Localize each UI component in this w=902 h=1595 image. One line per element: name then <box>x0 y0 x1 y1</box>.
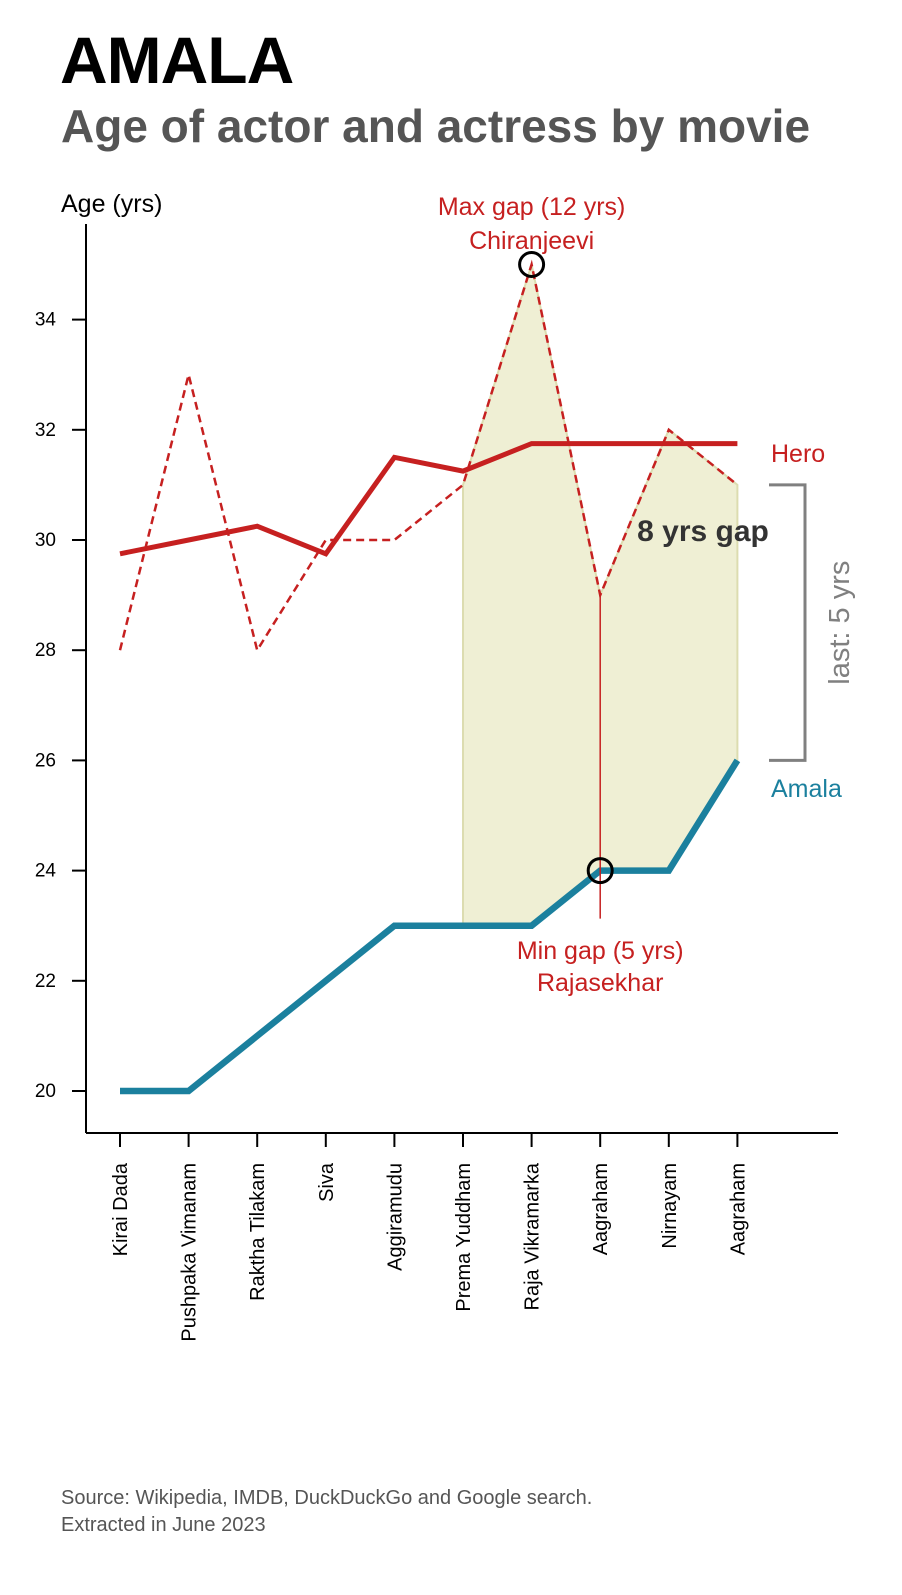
y-tick-label: 32 <box>35 420 56 441</box>
last-gap-label: last: 5 yrs <box>824 561 856 685</box>
chart-subtitle: Age of actor and actress by movie <box>61 100 811 152</box>
x-tick-label: Prema Yuddham <box>453 1163 475 1312</box>
max-gap-label: Max gap (12 yrs) <box>438 193 626 221</box>
y-tick-label: 28 <box>35 640 56 661</box>
y-tick-label: 30 <box>35 530 56 551</box>
source-line-2: Extracted in June 2023 <box>61 1514 266 1536</box>
y-axis-label: Age (yrs) <box>61 190 162 218</box>
x-tick-label: Aggiramudu <box>384 1163 406 1271</box>
x-tick-label: Siva <box>316 1162 338 1202</box>
max-gap-marker <box>518 251 546 278</box>
source-line-1: Source: Wikipedia, IMDB, DuckDuckGo and … <box>61 1487 593 1509</box>
x-tick-label: Kirai Dada <box>110 1162 132 1256</box>
last-gap-bracket <box>769 483 807 762</box>
y-tick-label: 26 <box>35 750 56 771</box>
chart-title: AMALA <box>60 23 294 97</box>
y-tick-label: 24 <box>35 861 57 882</box>
x-tick-label: Aagraham <box>590 1163 612 1255</box>
x-tick-label: Aagraham <box>727 1163 749 1255</box>
x-tick-label: Pushpaka Vimanam <box>179 1163 201 1342</box>
y-tick-label: 34 <box>35 310 57 331</box>
hero-age-line-dashed <box>118 259 739 654</box>
x-tick-label: Raja Vikramarka <box>522 1162 544 1310</box>
avg-gap-label: 8 yrs gap <box>637 515 769 548</box>
y-tick-label: 20 <box>35 1081 56 1102</box>
max-gap-actor-label: Chiranjeevi <box>469 227 594 255</box>
x-tick-label: Nirnayam <box>659 1163 681 1249</box>
y-tick-label: 22 <box>35 971 56 992</box>
amala-series-label: Amala <box>771 775 842 803</box>
amala-age-line <box>120 758 741 1095</box>
hero-age-line <box>119 441 738 557</box>
min-gap-actor-label: Rajasekhar <box>537 969 663 997</box>
x-tick-label: Raktha Tilakam <box>247 1163 269 1301</box>
line-chart: 20 22 24 26 28 30 32 34 Age (yrs) Kirai Dada Pushp… <box>35 190 856 1342</box>
min-gap-label: Min gap (5 yrs) <box>517 937 684 965</box>
hero-series-label: Hero <box>771 440 825 468</box>
source-note: Source: Wikipedia, IMDB, DuckDuckGo and … <box>61 1485 592 1539</box>
min-gap-marker <box>586 857 614 885</box>
